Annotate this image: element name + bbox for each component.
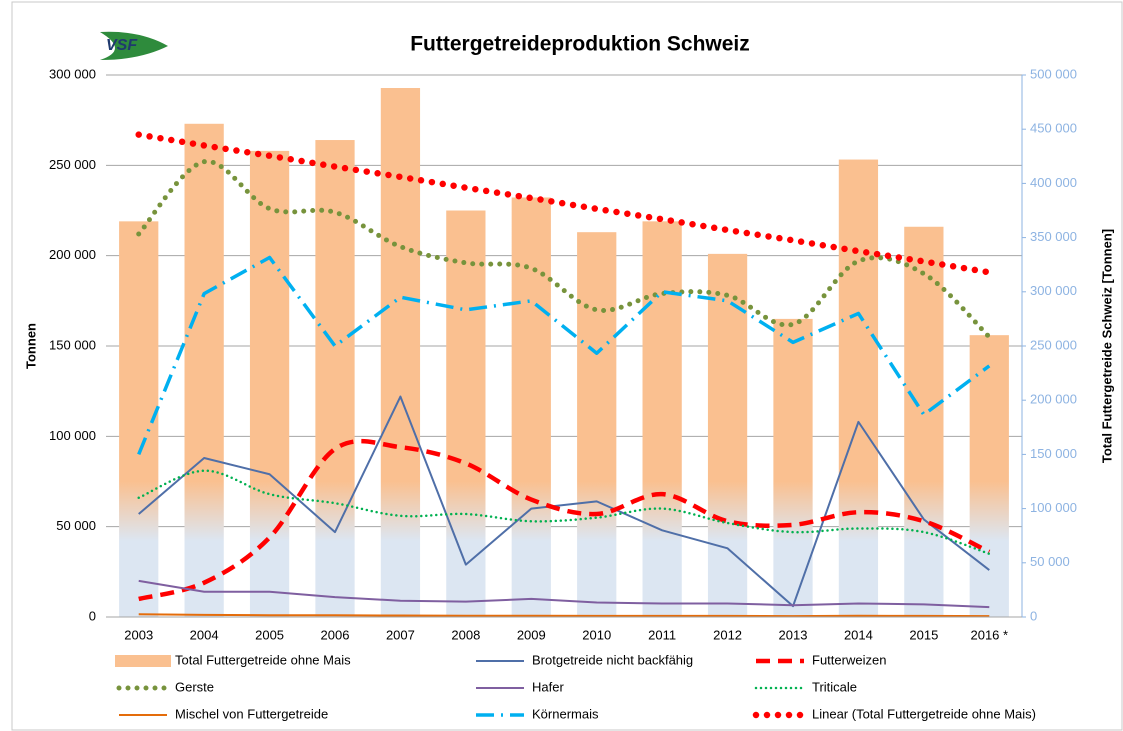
bar	[707, 253, 748, 618]
y2-tick-label: 200 000	[1030, 392, 1077, 407]
legend-label: Futterweizen	[812, 652, 886, 667]
y-tick-label: 250 000	[49, 157, 96, 172]
x-tick-label: 2013	[779, 627, 808, 642]
x-tick-label: 2009	[517, 627, 546, 642]
legend-label: Gerste	[175, 679, 214, 694]
x-tick-label: 2011	[648, 627, 676, 642]
legend-label: Total Futtergetreide ohne Mais	[175, 652, 351, 667]
bar	[577, 232, 617, 617]
bar	[642, 221, 682, 617]
series-line	[137, 255, 991, 456]
x-tick-label: 2016 *	[970, 627, 1008, 642]
x-tick-label: 2006	[321, 627, 350, 642]
y2-tick-label: 100 000	[1030, 500, 1077, 515]
x-tick-label: 2003	[124, 627, 153, 642]
y-tick-label: 200 000	[49, 247, 96, 262]
series-line	[138, 438, 991, 602]
series-line	[138, 395, 990, 608]
x-tick-label: 2004	[190, 627, 219, 642]
x-tick-label: 2015	[909, 627, 938, 642]
x-tick-label: 2005	[255, 627, 284, 642]
bar	[904, 226, 944, 617]
y-tick-label: 300 000	[49, 66, 96, 81]
y2-tick-label: 400 000	[1030, 175, 1077, 190]
bar	[380, 88, 421, 618]
bar	[511, 197, 551, 617]
series-line	[137, 469, 991, 556]
legend-label: Brotgetreide nicht backfähig	[532, 652, 693, 667]
y-tick-label: 0	[89, 608, 96, 623]
frame	[11, 1, 1123, 731]
x-tick-label: 2012	[713, 627, 742, 642]
bar	[249, 150, 290, 617]
chart-title: Futtergetreideproduktion Schweiz	[410, 33, 750, 56]
x-tick-label: 2008	[451, 627, 480, 642]
series-line	[138, 579, 990, 609]
legend-label: Mischel von Futtergetreide	[175, 706, 328, 721]
series-line	[135, 131, 993, 276]
y2-tick-label: 150 000	[1030, 446, 1077, 461]
logo: VSF	[100, 31, 168, 60]
y-tick-label: 100 000	[49, 428, 96, 443]
y2-tick-label: 0	[1030, 608, 1037, 623]
legend-label: Linear (Total Futtergetreide ohne Mais)	[812, 706, 1036, 721]
bar	[969, 335, 1009, 617]
y-tick-label: 50 000	[56, 518, 96, 533]
logo-text: VSF	[106, 37, 138, 54]
legend-label: Körnermais	[532, 706, 599, 721]
bar	[773, 318, 813, 617]
y-axis-title: Tonnen	[23, 323, 38, 369]
series-line	[136, 159, 992, 340]
legend-label: Triticale	[812, 679, 857, 694]
bar	[446, 210, 486, 617]
x-tick-label: 2014	[844, 627, 873, 642]
bar	[184, 123, 224, 617]
legend-swatch	[115, 655, 171, 667]
y2-tick-label: 500 000	[1030, 66, 1077, 81]
y2-axis-title: Total Futtergetreide Schweiz [Tonnen]	[1099, 229, 1114, 463]
series-line	[138, 613, 990, 618]
bar	[838, 159, 879, 617]
logo-swoosh	[100, 31, 168, 60]
y2-tick-label: 350 000	[1030, 229, 1077, 244]
y2-tick-label: 250 000	[1030, 337, 1077, 352]
y2-tick-label: 50 000	[1030, 554, 1070, 569]
y2-tick-label: 450 000	[1030, 121, 1077, 136]
legend-label: Hafer	[532, 679, 564, 694]
y-tick-label: 150 000	[49, 337, 96, 352]
y2-tick-label: 300 000	[1030, 283, 1077, 298]
x-tick-label: 2010	[582, 627, 611, 642]
x-tick-label: 2007	[386, 627, 415, 642]
